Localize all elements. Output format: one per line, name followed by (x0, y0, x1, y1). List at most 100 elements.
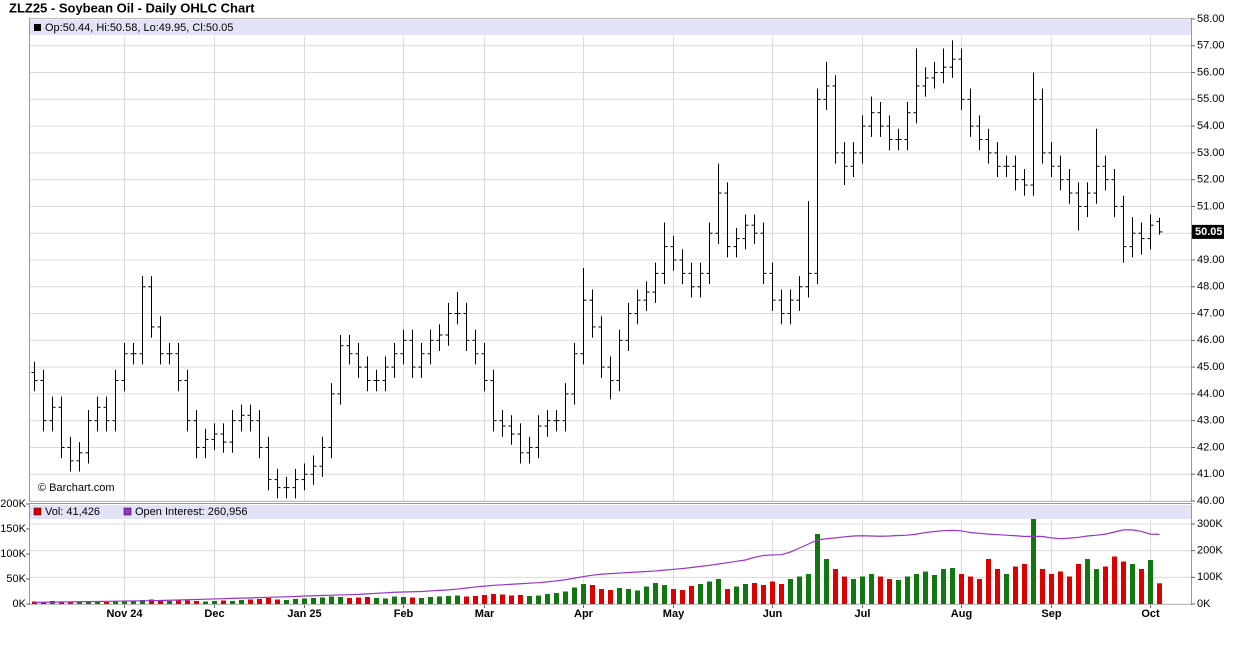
volume-bar (509, 595, 514, 604)
volume-bar (257, 599, 262, 604)
volume-bar (545, 594, 550, 604)
volume-bar (986, 559, 991, 604)
y-tick-label: 54.00 (1197, 120, 1225, 132)
volume-bar (1112, 556, 1117, 604)
volume-bar (914, 574, 919, 604)
y-tick-label: 41.00 (1197, 468, 1225, 480)
volume-bar (995, 569, 1000, 604)
volume-bar (743, 584, 748, 604)
volume-bar (689, 586, 694, 604)
volume-bar (671, 589, 676, 604)
volume-bar (626, 589, 631, 604)
volume-bar (1004, 574, 1009, 604)
volume-bar (923, 571, 928, 604)
volume-bar (311, 598, 316, 604)
y-tick-label: 43.00 (1197, 415, 1225, 427)
volume-bar (347, 598, 352, 604)
volume-bar (158, 600, 163, 604)
header-band (30, 20, 1191, 35)
volume-bar (1094, 569, 1099, 604)
volume-bar (86, 601, 91, 604)
header-marker (34, 24, 41, 31)
volume-bar (410, 597, 415, 604)
y-tick-label: 46.00 (1197, 334, 1225, 346)
volume-bar (500, 594, 505, 604)
y-tick-label: 100K (0, 548, 26, 560)
y-tick-label: 55.00 (1197, 93, 1225, 105)
volume-bar (1022, 564, 1027, 604)
volume-bar (275, 599, 280, 604)
volume-bar (725, 589, 730, 604)
volume-bar (113, 601, 118, 604)
volume-bar (770, 581, 775, 604)
y-tick-label: 57.00 (1197, 40, 1225, 52)
x-tick-label: Sep (1041, 608, 1061, 620)
volume-bar (932, 575, 937, 604)
y-tick-label: 58.00 (1197, 13, 1225, 25)
volume-bar (1148, 560, 1153, 604)
volume-bar (761, 585, 766, 604)
y-tick-label: 47.00 (1197, 307, 1225, 319)
volume-bar (329, 596, 334, 604)
y-tick-label: 44.00 (1197, 388, 1225, 400)
volume-bar (554, 593, 559, 604)
volume-bar (203, 601, 208, 604)
volume-bar (1139, 569, 1144, 604)
volume-bar (1103, 566, 1108, 604)
x-tick-label: May (663, 608, 685, 620)
plot-layer: 40.00 41.00 42.00 43.00 44.00 45.00 46.00 47.00… (0, 13, 1224, 620)
volume-bar (1085, 559, 1090, 604)
volume-bar (104, 602, 109, 604)
volume-bar (446, 596, 451, 604)
y-tick-label: 53.00 (1197, 147, 1225, 159)
y-tick-label: 40.00 (1197, 495, 1225, 507)
x-tick-label: Dec (204, 608, 224, 620)
x-tick-label: Oct (1141, 608, 1160, 620)
y-tick-label: 50K (6, 573, 26, 585)
volume-bar (230, 601, 235, 604)
legend-marker (123, 507, 132, 516)
volume-bar (392, 596, 397, 604)
volume-bar (1121, 561, 1126, 604)
volume-bar (536, 595, 541, 604)
volume-bar (383, 598, 388, 604)
volume-bar (284, 600, 289, 604)
volume-bar (473, 596, 478, 604)
volume-bar (716, 579, 721, 604)
volume-bar (59, 601, 64, 604)
volume-bar (140, 600, 145, 604)
volume-bar (599, 589, 604, 604)
volume-bar (806, 574, 811, 604)
legend-band (30, 505, 1191, 519)
volume-bar (131, 601, 136, 604)
volume-bar (527, 596, 532, 604)
y-tick-label: 200K (0, 498, 26, 510)
y2-tick-label: 0K (1197, 598, 1211, 610)
volume-bar (887, 579, 892, 604)
volume-bar (455, 595, 460, 604)
last-price-label: 50.05 (1195, 226, 1223, 238)
volume-bar (959, 574, 964, 604)
y-tick-label: 42.00 (1197, 441, 1225, 453)
chart-title: ZLZ25 - Soybean Oil - Daily OHLC Chart (9, 0, 255, 15)
volume-bar (842, 576, 847, 604)
volume-bar (635, 590, 640, 604)
volume-bar (95, 601, 100, 604)
volume-bar (149, 599, 154, 604)
volume-bar (572, 587, 577, 604)
volume-bar (590, 585, 595, 604)
volume-bar (122, 600, 127, 604)
y-tick-label: 48.00 (1197, 281, 1225, 293)
volume-bar (176, 600, 181, 604)
volume-bar (491, 594, 496, 604)
volume-bar (302, 598, 307, 604)
volume-bar (419, 598, 424, 604)
volume-bar (293, 599, 298, 604)
volume-bar (563, 591, 568, 604)
volume-bar (266, 598, 271, 604)
y2-tick-label: 100K (1197, 571, 1223, 583)
open-interest-line (34, 529, 1160, 603)
volume-bar (1157, 583, 1162, 604)
volume-bar (869, 574, 874, 604)
volume-bar (1049, 574, 1054, 604)
